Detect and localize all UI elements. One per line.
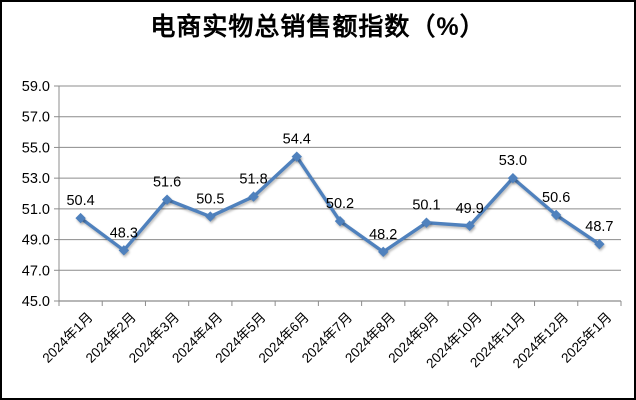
- y-axis-tick-label: 57.0: [22, 110, 50, 126]
- data-point-marker: [75, 212, 86, 224]
- data-point-marker: [205, 211, 216, 222]
- data-point-label: 50.6: [542, 190, 570, 206]
- data-point-marker: [248, 191, 259, 202]
- data-point-label: 48.7: [585, 219, 613, 235]
- data-point-label: 49.9: [456, 201, 484, 217]
- data-point-marker: [550, 209, 562, 221]
- data-point-label: 50.5: [196, 192, 224, 208]
- data-point-label: 48.2: [369, 227, 397, 243]
- data-point-label: 54.4: [283, 132, 311, 148]
- y-axis-tick-label: 59.0: [22, 79, 50, 95]
- y-axis-tick-label: 49.0: [22, 233, 50, 249]
- chart-title: 电商实物总销售额指数（%）: [150, 13, 486, 41]
- y-axis-tick-label: 45.0: [22, 294, 50, 310]
- data-point-label: 50.1: [412, 198, 440, 214]
- data-point-marker: [378, 246, 389, 258]
- data-point-label: 51.8: [239, 172, 267, 188]
- data-point-marker: [291, 151, 302, 162]
- data-point-label: 53.0: [499, 153, 527, 169]
- y-axis-tick-label: 53.0: [22, 171, 50, 187]
- data-point-marker: [507, 172, 519, 184]
- data-point-label: 50.2: [326, 196, 354, 212]
- y-axis-tick-label: 55.0: [22, 140, 50, 156]
- data-point-marker: [594, 238, 605, 250]
- data-point-marker: [118, 245, 130, 256]
- data-point-marker: [421, 217, 432, 228]
- data-point-label: 50.4: [66, 193, 94, 209]
- data-point-label: 51.6: [153, 175, 181, 191]
- data-point-marker: [334, 215, 346, 227]
- y-axis-tick-label: 51.0: [22, 202, 50, 218]
- y-axis-tick-label: 47.0: [22, 263, 50, 279]
- data-point-label: 48.3: [110, 225, 138, 241]
- data-point-marker: [464, 220, 475, 231]
- data-point-marker: [161, 194, 173, 205]
